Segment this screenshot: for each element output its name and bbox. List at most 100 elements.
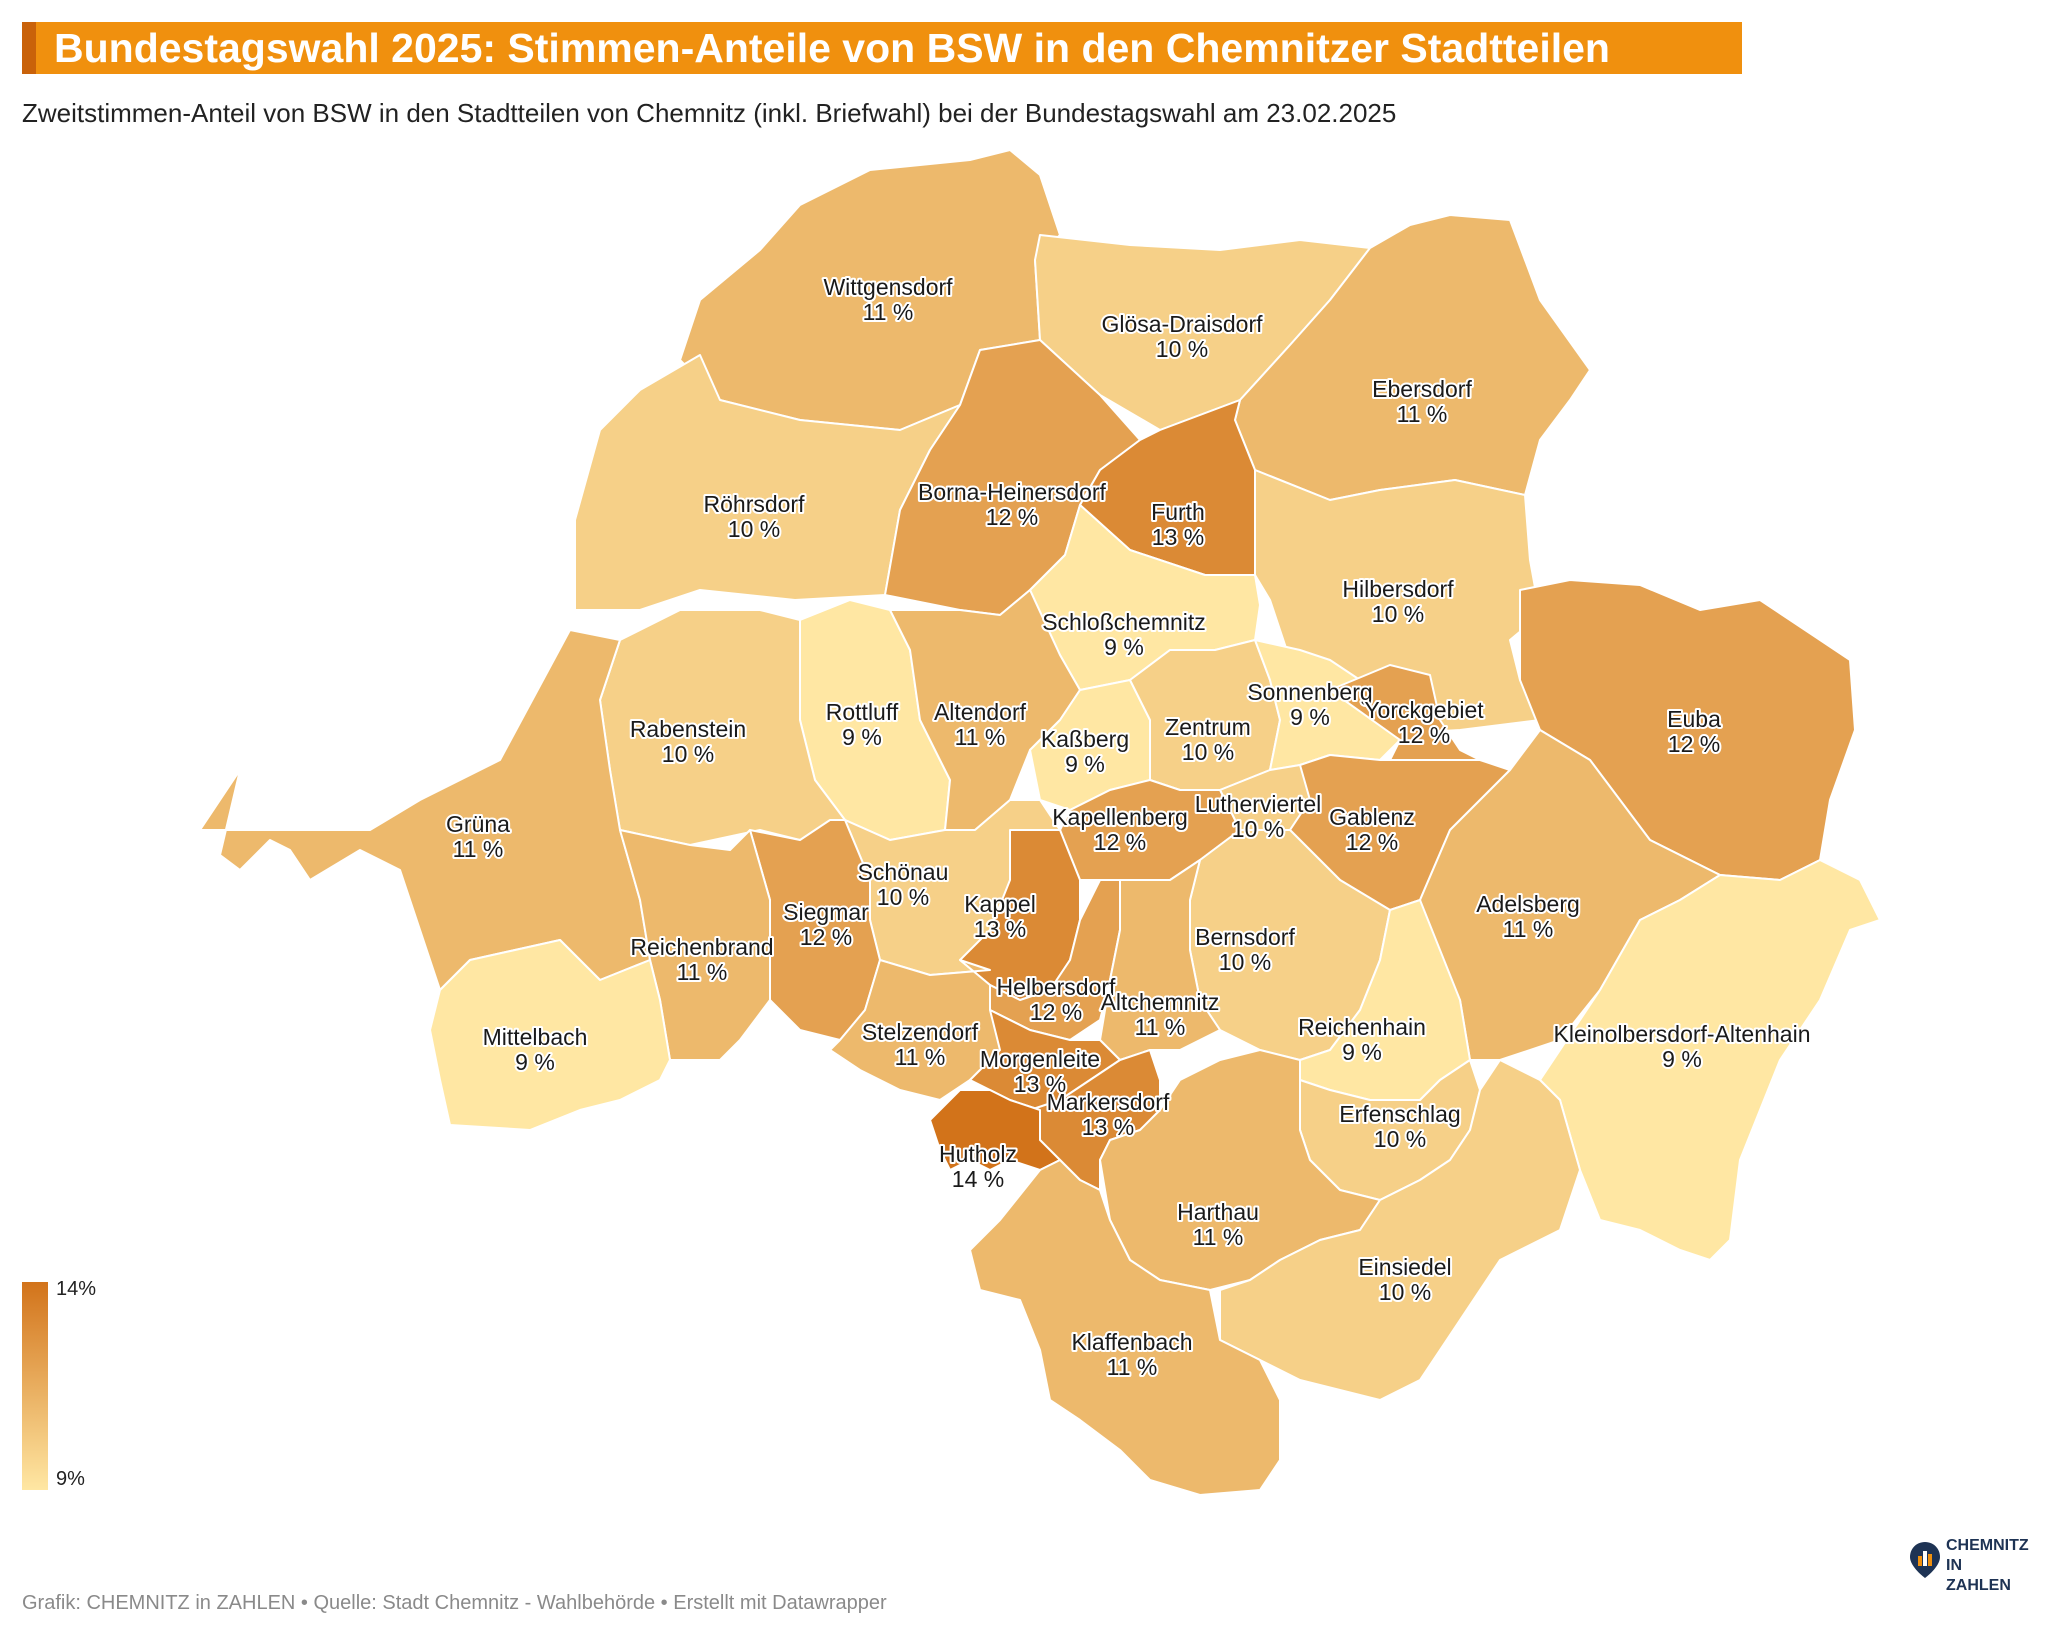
source-footer: Grafik: CHEMNITZ in ZAHLEN • Quelle: Sta… xyxy=(22,1592,887,1614)
title-bar xyxy=(22,22,1742,74)
district-value-yorckgebiet: 12 % xyxy=(1398,722,1450,748)
district-name-sonnenberg: Sonnenberg xyxy=(1247,679,1372,705)
district-value-furth: 13 % xyxy=(1152,524,1204,550)
district-name-lutherviertel: Lutherviertel xyxy=(1195,791,1322,817)
district-name-reichenhain: Reichenhain xyxy=(1298,1014,1426,1040)
district-name-zentrum: Zentrum xyxy=(1165,714,1251,740)
chart-title: Bundestagswahl 2025: Stimmen-Anteile von… xyxy=(54,25,1610,71)
district-value-kassberg: 9 % xyxy=(1065,751,1105,777)
district-value-gablenz: 12 % xyxy=(1346,829,1398,855)
district-value-harthau: 11 % xyxy=(1193,1224,1244,1250)
district-name-morgenleite: Morgenleite xyxy=(980,1046,1100,1072)
district-value-helbersdorf: 12 % xyxy=(1030,999,1082,1025)
district-value-euba: 12 % xyxy=(1668,731,1720,757)
legend-max-label: 14% xyxy=(56,1278,97,1300)
district-name-rottluff: Rottluff xyxy=(826,699,899,725)
district-value-adelsberg: 11 % xyxy=(1503,916,1554,942)
district-value-erfenschlag: 10 % xyxy=(1374,1126,1426,1152)
district-value-stelzendorf: 11 % xyxy=(895,1044,946,1070)
district-value-sonnenberg: 9 % xyxy=(1290,704,1330,730)
district-name-schoenau: Schönau xyxy=(858,859,949,885)
district-value-hutholz: 14 % xyxy=(952,1166,1004,1192)
district-name-gloesa-draisdorf: Glösa-Draisdorf xyxy=(1101,311,1263,337)
legend-min-label: 9% xyxy=(56,1468,85,1490)
district-name-bernsdorf: Bernsdorf xyxy=(1195,924,1295,950)
district-name-furth: Furth xyxy=(1151,499,1205,525)
district-value-reichenhain: 9 % xyxy=(1342,1039,1382,1065)
district-name-kapellenberg: Kapellenberg xyxy=(1052,804,1188,830)
district-value-klaffenbach: 11 % xyxy=(1107,1354,1158,1380)
district-name-rabenstein: Rabenstein xyxy=(630,716,746,742)
district-name-altendorf: Altendorf xyxy=(934,699,1027,725)
district-value-borna-heinersdorf: 12 % xyxy=(986,504,1038,530)
district-altchemnitz xyxy=(1099,859,1221,1061)
district-name-einsiedel: Einsiedel xyxy=(1358,1254,1451,1280)
district-value-markersdorf: 13 % xyxy=(1082,1114,1134,1140)
district-value-gruena: 11 % xyxy=(453,836,504,862)
district-name-harthau: Harthau xyxy=(1177,1199,1259,1225)
district-value-morgenleite: 13 % xyxy=(1014,1071,1066,1097)
district-value-wittgensdorf: 11 % xyxy=(863,299,914,325)
district-name-siegmar: Siegmar xyxy=(783,899,869,925)
district-value-lutherviertel: 10 % xyxy=(1232,816,1284,842)
district-value-bernsdorf: 10 % xyxy=(1219,949,1271,975)
district-value-kapellenberg: 12 % xyxy=(1094,829,1146,855)
district-value-rottluff: 9 % xyxy=(842,724,882,750)
district-name-roehrsdorf: Röhrsdorf xyxy=(704,491,806,517)
district-name-borna-heinersdorf: Borna-Heinersdorf xyxy=(918,479,1107,505)
district-value-rabenstein: 10 % xyxy=(662,741,714,767)
district-value-altchemnitz: 11 % xyxy=(1135,1014,1186,1040)
district-name-helbersdorf: Helbersdorf xyxy=(997,974,1116,1000)
district-name-ebersdorf: Ebersdorf xyxy=(1372,376,1472,402)
district-value-einsiedel: 10 % xyxy=(1379,1279,1431,1305)
district-name-erfenschlag: Erfenschlag xyxy=(1339,1101,1460,1127)
district-name-hutholz: Hutholz xyxy=(939,1141,1017,1167)
district-name-schlosschemnitz: Schloßchemnitz xyxy=(1042,609,1206,635)
district-name-yorckgebiet: Yorckgebiet xyxy=(1364,697,1484,723)
district-name-gruena: Grüna xyxy=(446,811,510,837)
district-value-schoenau: 10 % xyxy=(877,884,929,910)
district-einsiedel xyxy=(1219,1059,1581,1401)
district-regions xyxy=(169,149,1881,1496)
district-value-zentrum: 10 % xyxy=(1182,739,1234,765)
district-name-adelsberg: Adelsberg xyxy=(1476,891,1580,917)
district-name-wittgensdorf: Wittgensdorf xyxy=(823,274,953,300)
district-value-ebersdorf: 11 % xyxy=(1397,401,1448,427)
district-gruena xyxy=(169,629,651,991)
chart-subtitle: Zweitstimmen-Anteil von BSW in den Stadt… xyxy=(22,98,1397,128)
district-name-gablenz: Gablenz xyxy=(1329,804,1415,830)
district-name-euba: Euba xyxy=(1667,706,1721,732)
district-klaffenbach xyxy=(969,1159,1281,1496)
district-value-reichenbrand: 11 % xyxy=(677,959,728,985)
district-mittelbach xyxy=(429,939,671,1131)
district-name-stelzendorf: Stelzendorf xyxy=(862,1019,979,1045)
district-value-mittelbach: 9 % xyxy=(515,1049,555,1075)
logo-text-line2: IN ZAHLEN xyxy=(1946,1557,2011,1594)
district-name-kappel: Kappel xyxy=(964,891,1036,917)
district-name-mittelbach: Mittelbach xyxy=(483,1024,588,1050)
district-name-kleinolbersdorf-altenhain: Kleinolbersdorf-Altenhain xyxy=(1554,1021,1811,1047)
district-name-kassberg: Kaßberg xyxy=(1041,726,1129,752)
district-name-markersdorf: Markersdorf xyxy=(1047,1089,1170,1115)
logo-text-line1: CHEMNITZ xyxy=(1946,1537,2029,1554)
district-value-roehrsdorf: 10 % xyxy=(728,516,780,542)
district-value-altendorf: 11 % xyxy=(955,724,1006,750)
district-value-schlosschemnitz: 9 % xyxy=(1104,634,1144,660)
district-kleinolbersdorf-altenhain xyxy=(1539,859,1881,1261)
chemnitz-in-zahlen-logo: CHEMNITZ IN ZAHLEN xyxy=(1908,1534,2029,1594)
district-value-kappel: 13 % xyxy=(974,916,1026,942)
district-yorckgebiet xyxy=(1329,664,1481,761)
district-value-gloesa-draisdorf: 10 % xyxy=(1156,336,1208,362)
district-name-altchemnitz: Altchemnitz xyxy=(1101,989,1220,1015)
district-name-klaffenbach: Klaffenbach xyxy=(1071,1329,1192,1355)
district-value-kleinolbersdorf-altenhain: 9 % xyxy=(1662,1046,1702,1072)
title-accent xyxy=(22,22,36,74)
legend-color-scale xyxy=(22,1282,48,1490)
district-value-hilbersdorf: 10 % xyxy=(1372,601,1424,627)
map-pin-logo-icon xyxy=(1910,1542,1940,1578)
district-name-hilbersdorf: Hilbersdorf xyxy=(1342,576,1454,602)
district-value-siegmar: 12 % xyxy=(800,924,852,950)
district-name-reichenbrand: Reichenbrand xyxy=(630,934,773,960)
